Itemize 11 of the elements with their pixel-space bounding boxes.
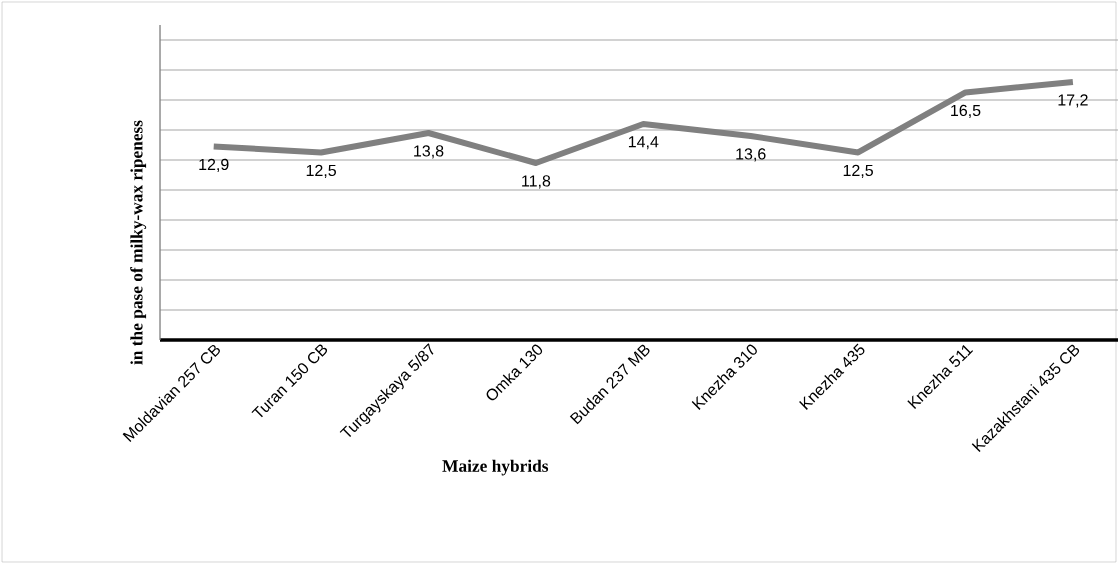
data-label: 12,5 [843, 164, 873, 178]
data-label: 14,4 [628, 136, 659, 150]
data-label: 12,5 [306, 164, 336, 178]
x-axis-title: Maize hybrids [442, 459, 549, 476]
data-label: 11,8 [522, 175, 551, 189]
data-label: 13,8 [414, 145, 444, 159]
data-label: 17,2 [1058, 94, 1088, 108]
data-label: 12,9 [199, 158, 229, 172]
data-label: 16,5 [951, 104, 981, 118]
data-label: 13,6 [736, 148, 766, 162]
y-axis-title: in the pase of milky-wax ripeness [130, 120, 147, 365]
